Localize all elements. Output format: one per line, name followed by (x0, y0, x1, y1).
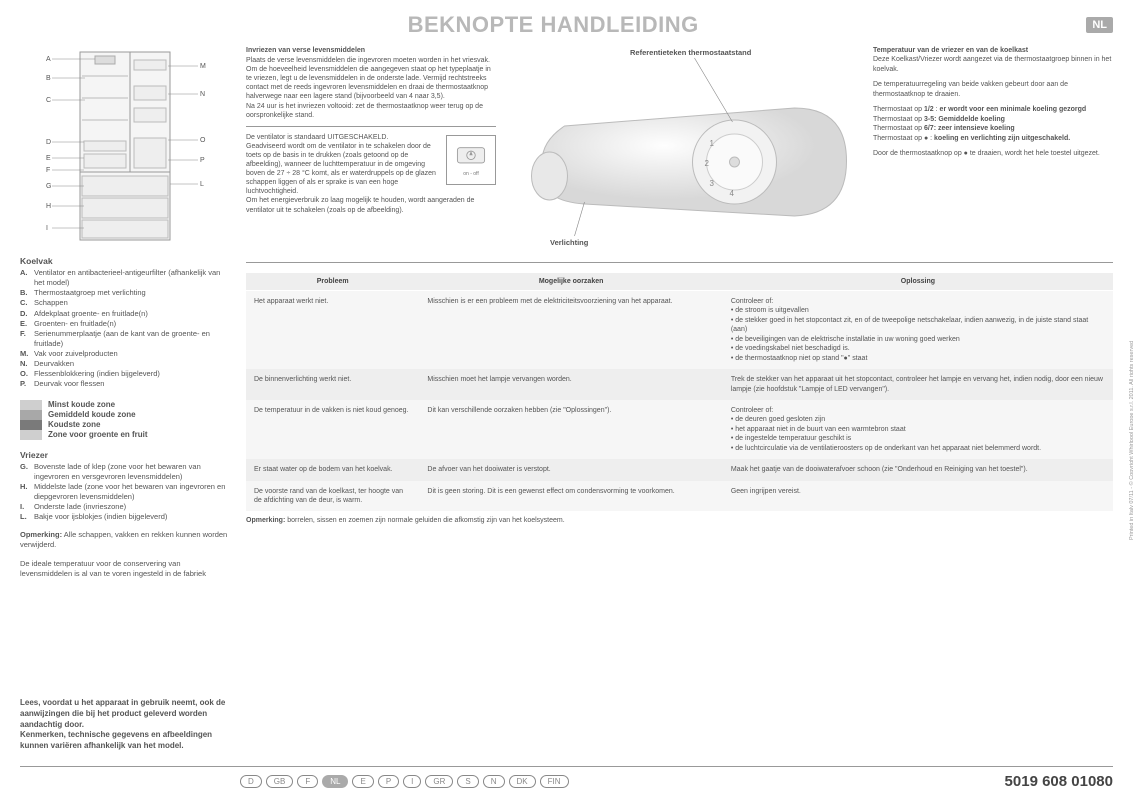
opmerking-note: Opmerking: Alle schappen, vakken en rekk… (20, 530, 230, 550)
ideal-temp-note: De ideale temperatuur voor de conserveri… (20, 559, 230, 579)
vriezer-list: G.Bovenste lade of klep (zone voor het b… (20, 462, 230, 523)
table-row: De voorste rand van de koelkast, ter hoo… (246, 481, 1113, 512)
lang-pill-fin: FIN (540, 775, 569, 788)
svg-text:A: A (46, 56, 51, 63)
svg-text:P: P (200, 157, 205, 164)
lang-pill-n: N (483, 775, 505, 788)
th-solution: Oplossing (723, 273, 1113, 291)
svg-text:L: L (200, 181, 204, 188)
zone-legend: Minst koude zoneGemiddeld koude zoneKoud… (20, 400, 230, 440)
svg-text:E: E (46, 155, 51, 162)
svg-text:B: B (46, 75, 51, 82)
lang-pill-i: I (403, 775, 421, 788)
table-row: De temperatuur in de vakken is niet koud… (246, 400, 1113, 459)
svg-text:M: M (200, 63, 206, 70)
lang-pill-e: E (352, 775, 373, 788)
svg-text:I: I (46, 225, 48, 232)
lang-pill-nl: NL (322, 775, 348, 788)
lang-pill-f: F (297, 775, 318, 788)
svg-text:F: F (46, 167, 50, 174)
part-number: 5019 608 01080 (1005, 773, 1113, 790)
lang-pill-d: D (240, 775, 262, 788)
troubleshoot-table: Probleem Mogelijke oorzaken Oplossing He… (246, 273, 1113, 511)
table-row: Er staat water op de bodem van het koelv… (246, 459, 1113, 480)
svg-text:N: N (200, 91, 205, 98)
svg-text:G: G (46, 183, 51, 190)
freezing-text: Invriezen van verse levensmiddelen Plaat… (246, 46, 496, 248)
table-row: Het apparaat werkt niet.Misschien is er … (246, 291, 1113, 370)
lang-pill-gb: GB (266, 775, 294, 788)
left-column: A B C D E F G H I M N O P L Koelvak A.Ve… (20, 46, 230, 579)
th-problem: Probleem (246, 273, 419, 291)
svg-text:2: 2 (705, 159, 710, 168)
light-label: Verlichting (550, 238, 588, 247)
svg-text:1: 1 (710, 139, 715, 148)
fan-icon: on - off (446, 135, 496, 185)
th-cause: Mogelijke oorzaken (419, 273, 722, 291)
table-footer-note: Opmerking: borrelen, sissen en zoemen zi… (246, 517, 1113, 524)
svg-text:3: 3 (710, 179, 715, 188)
svg-text:C: C (46, 97, 51, 104)
ref-label: Referentieteken thermostaatstand (630, 48, 751, 57)
language-pills: D GBF NL EPI GR SN DK FIN (240, 775, 569, 788)
copyright-side: Printed in Italy 07/11 - © Copyright Whi… (1129, 340, 1133, 540)
footer: D GBF NL EPI GR SN DK FIN 5019 608 01080 (20, 766, 1113, 790)
page-title: BEKNOPTE HANDLEIDING (20, 12, 1086, 38)
temperature-text: Temperatuur van de vriezer en van de koe… (873, 46, 1113, 248)
bottom-warning: Lees, voordat u het apparaat in gebruik … (20, 698, 230, 752)
koelvak-list: A.Ventilator en antibacterieel-antigeurf… (20, 268, 230, 390)
lang-pill-p: P (378, 775, 399, 788)
svg-text:O: O (200, 137, 206, 144)
right-column: Invriezen van verse levensmiddelen Plaat… (246, 46, 1113, 579)
language-badge: NL (1086, 17, 1113, 33)
svg-text:4: 4 (730, 189, 735, 198)
lang-pill-dk: DK (509, 775, 536, 788)
fridge-diagram: A B C D E F G H I M N O P L (40, 46, 210, 246)
svg-text:H: H (46, 203, 51, 210)
lang-pill-s: S (457, 775, 478, 788)
thermostat-diagram: Referentieteken thermostaatstand Verlich… (510, 46, 859, 248)
lang-pill-gr: GR (425, 775, 453, 788)
koelvak-heading: Koelvak (20, 256, 230, 266)
table-row: De binnenverlichting werkt niet.Misschie… (246, 369, 1113, 400)
svg-text:D: D (46, 139, 51, 146)
vriezer-heading: Vriezer (20, 450, 230, 460)
